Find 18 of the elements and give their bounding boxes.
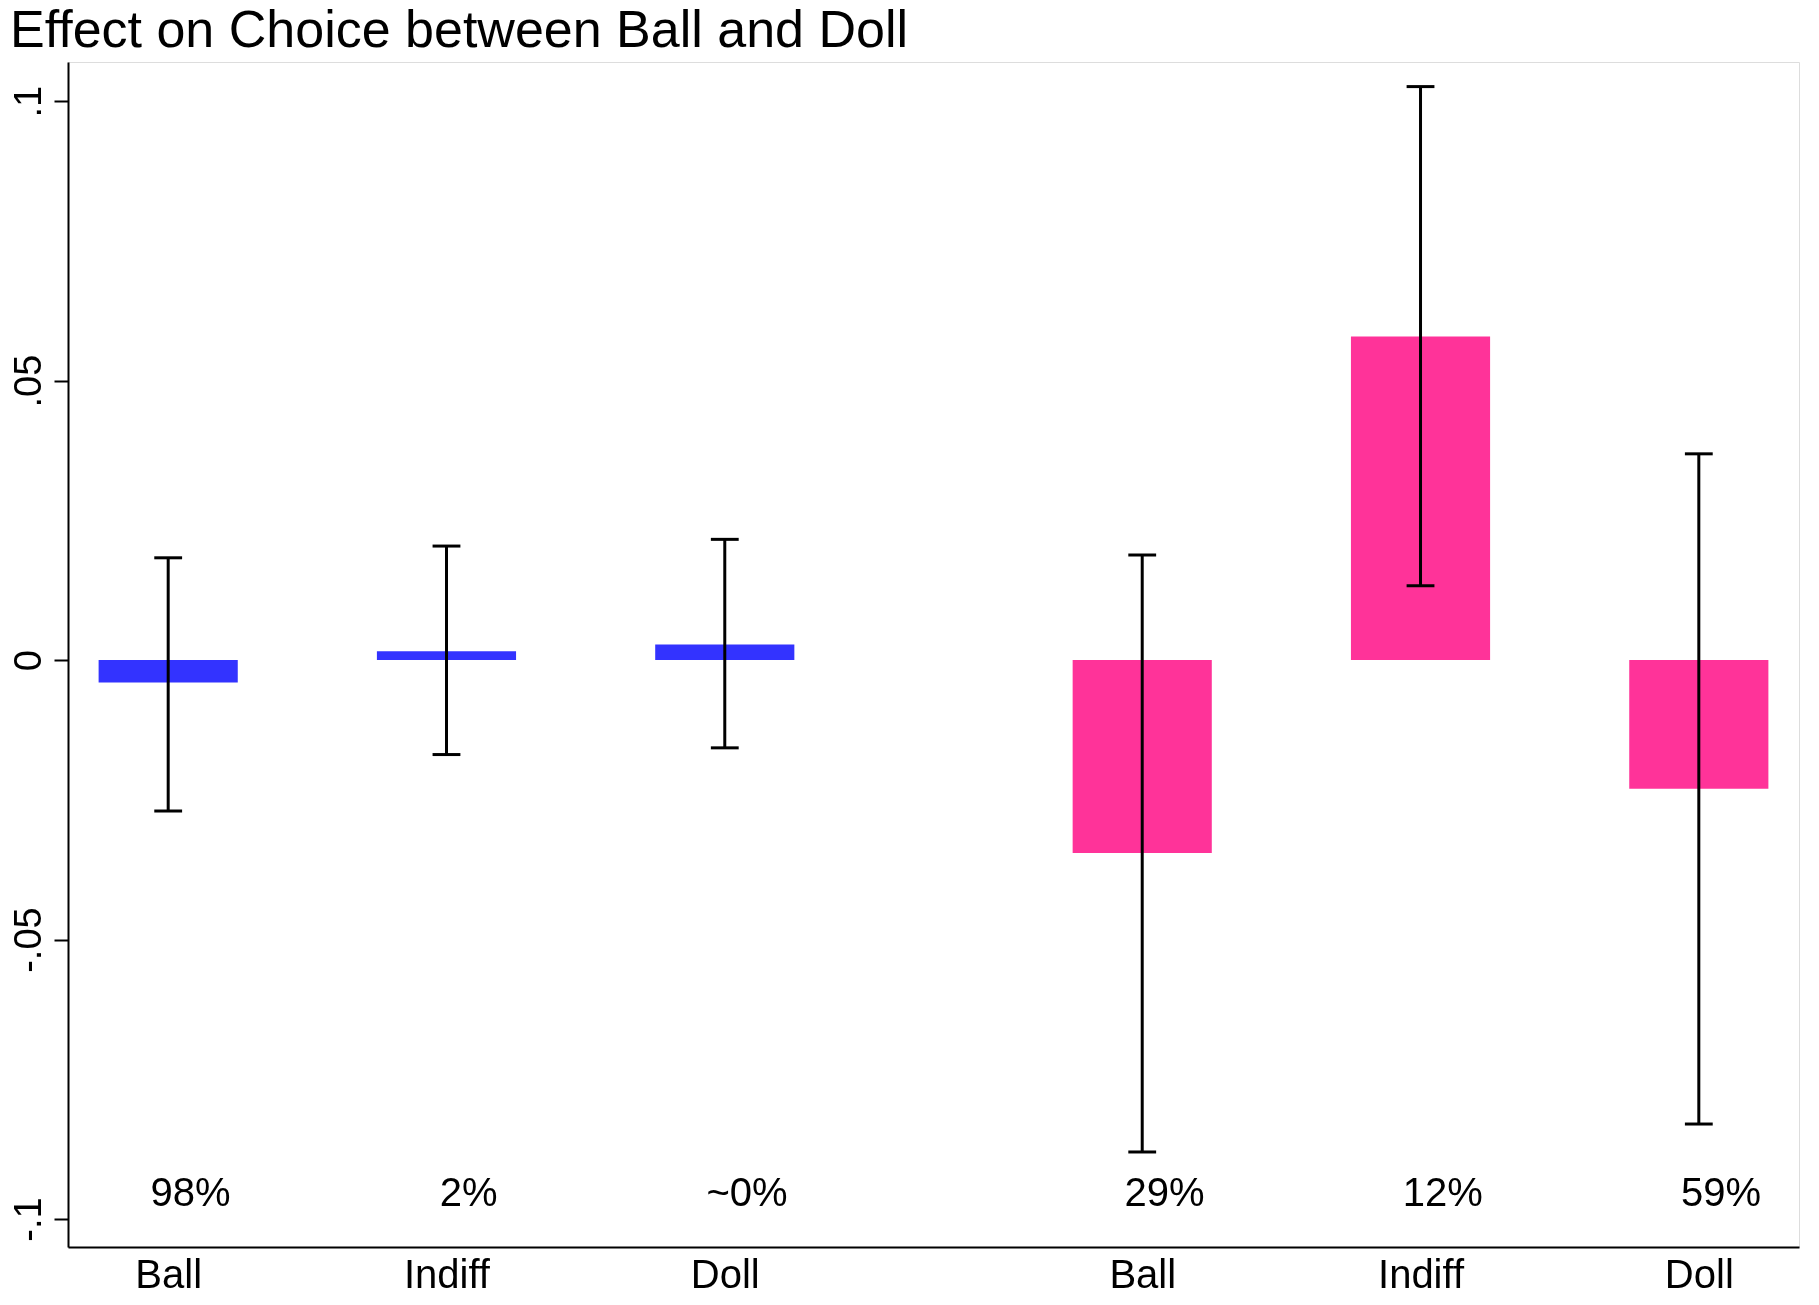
annotation: ~0% [706,1169,788,1214]
annotation: 2% [439,1169,498,1214]
y-tick-label: .1 [6,85,49,118]
y-tick-label: -.1 [6,1197,49,1242]
y-tick-label: .05 [6,354,49,408]
annotation: 29% [1124,1169,1205,1214]
x-tick-label: Indiff [403,1251,491,1296]
chart-title: Effect on Choice between Ball and Doll [10,0,909,58]
x-tick-label: Indiff [1378,1251,1465,1296]
y-tick-label: -.05 [6,907,49,973]
annotation: 98% [150,1169,231,1214]
annotation: 12% [1402,1169,1483,1214]
x-tick-label: Ball [1109,1251,1177,1296]
x-tick-label: Doll [1664,1251,1734,1296]
annotation: 59% [1681,1169,1762,1214]
y-tick-label: 0 [6,650,49,672]
x-tick-label: Doll [690,1251,760,1296]
x-tick-label: Ball [135,1251,203,1296]
